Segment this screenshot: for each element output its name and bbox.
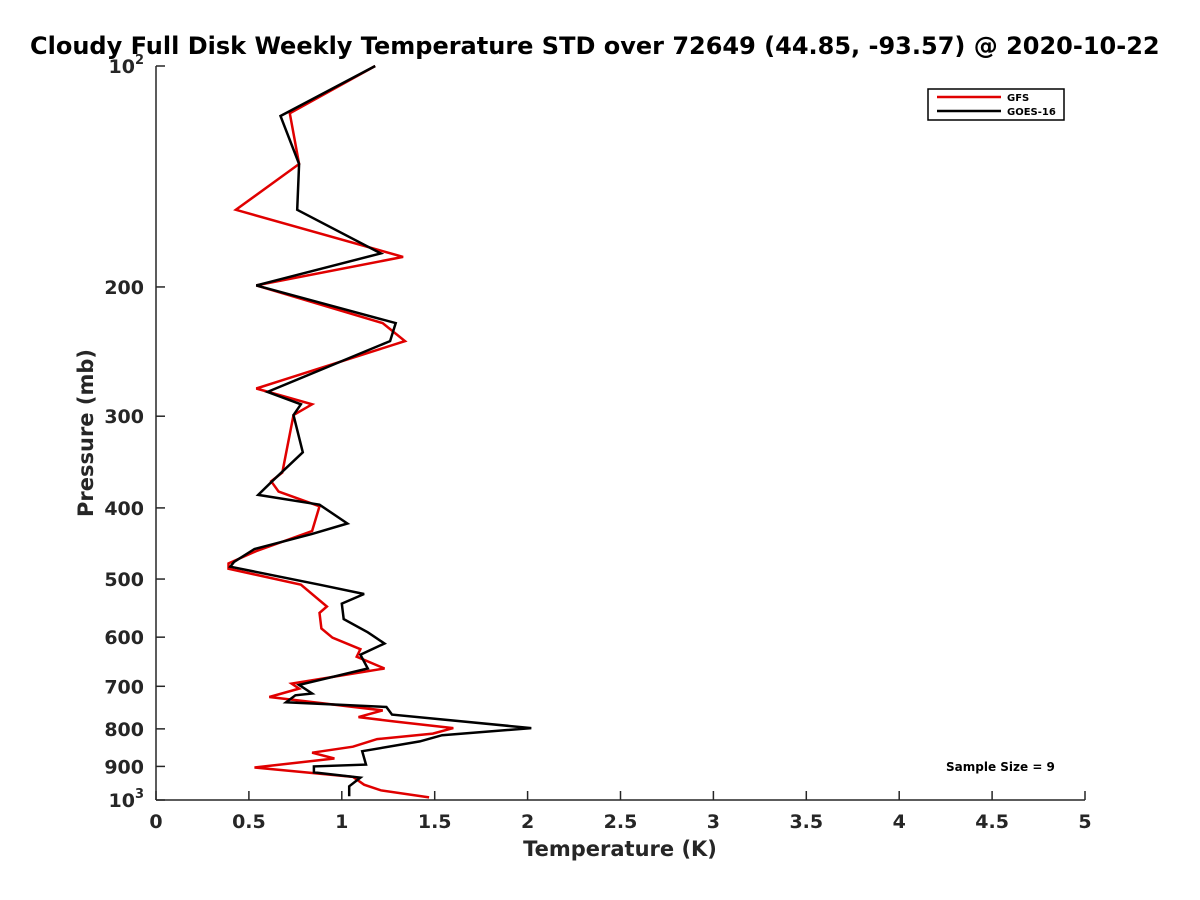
x-tick-label: 4 (893, 811, 906, 833)
x-tick-label: 0 (149, 811, 162, 833)
legend-label-gfs: GFS (1007, 93, 1029, 104)
series-lines (227, 64, 532, 799)
x-tick-label: 1.5 (418, 811, 452, 833)
chart-title: Cloudy Full Disk Weekly Temperature STD … (30, 32, 1160, 60)
axes: 0 0.5 1 1.5 2 2.5 3 3.5 4 4.5 5 102 200 300 400 500 600 7… (104, 53, 1091, 833)
x-tick-label: 3 (707, 811, 720, 833)
y-tick-label: 500 (104, 569, 144, 591)
x-tick-label: 5 (1078, 811, 1091, 833)
legend-label-goes16: GOES-16 (1007, 107, 1056, 118)
sample-size-annotation: Sample Size = 9 (946, 760, 1055, 774)
y-tick-label: 800 (104, 719, 144, 741)
x-tick-label: 2 (521, 811, 534, 833)
series-line-goes16 (228, 64, 532, 797)
y-tick-label: 400 (104, 498, 144, 520)
x-tick-label: 1 (335, 811, 348, 833)
y-tick-label: 200 (104, 277, 144, 299)
x-tick-label: 2.5 (604, 811, 638, 833)
y-tick-label: 103 (109, 787, 145, 812)
y-tick-label: 300 (104, 406, 144, 428)
x-axis-label: Temperature (K) (523, 837, 717, 861)
y-tick-label: 900 (104, 756, 144, 778)
x-tick-label: 0.5 (232, 811, 266, 833)
legend: GFS GOES-16 (927, 88, 1065, 121)
y-tick-label: 102 (109, 53, 145, 78)
x-tick-label: 3.5 (789, 811, 823, 833)
y-axis-label: Pressure (mb) (74, 349, 98, 517)
legend-box (927, 88, 1065, 121)
y-tick-label: 600 (104, 627, 144, 649)
x-tick-label: 4.5 (975, 811, 1009, 833)
series-line-gfs (227, 64, 454, 799)
y-tick-label: 700 (104, 676, 144, 698)
